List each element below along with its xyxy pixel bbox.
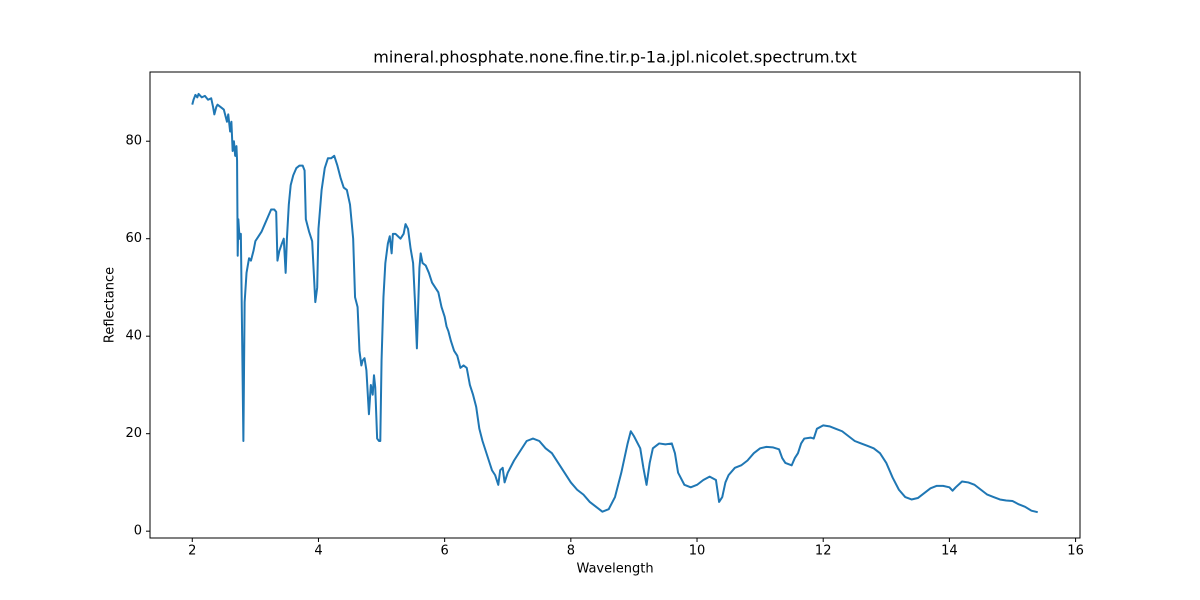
- spectrum-line: [191, 92, 1038, 514]
- plot-frame: [149, 71, 1081, 539]
- x-tick-label: 8: [567, 544, 575, 559]
- x-tick-label: 14: [941, 544, 958, 559]
- y-tick-label: 80: [125, 134, 142, 149]
- x-tick-label: 2: [188, 544, 196, 559]
- chart-title: mineral.phosphate.none.fine.tir.p-1a.jpl…: [373, 48, 856, 67]
- y-tick-label: 40: [125, 329, 142, 344]
- x-tick-label: 6: [441, 544, 449, 559]
- x-tick-label: 16: [1067, 544, 1084, 559]
- y-tick-label: 0: [134, 524, 142, 539]
- y-axis-label: Reflectance: [103, 267, 118, 343]
- y-tick-label: 20: [125, 426, 142, 441]
- x-axis-label: Wavelength: [576, 562, 653, 577]
- x-tick-label: 10: [689, 544, 706, 559]
- x-tick-label: 4: [314, 544, 322, 559]
- x-tick-label: 12: [815, 544, 832, 559]
- y-tick-label: 60: [125, 231, 142, 246]
